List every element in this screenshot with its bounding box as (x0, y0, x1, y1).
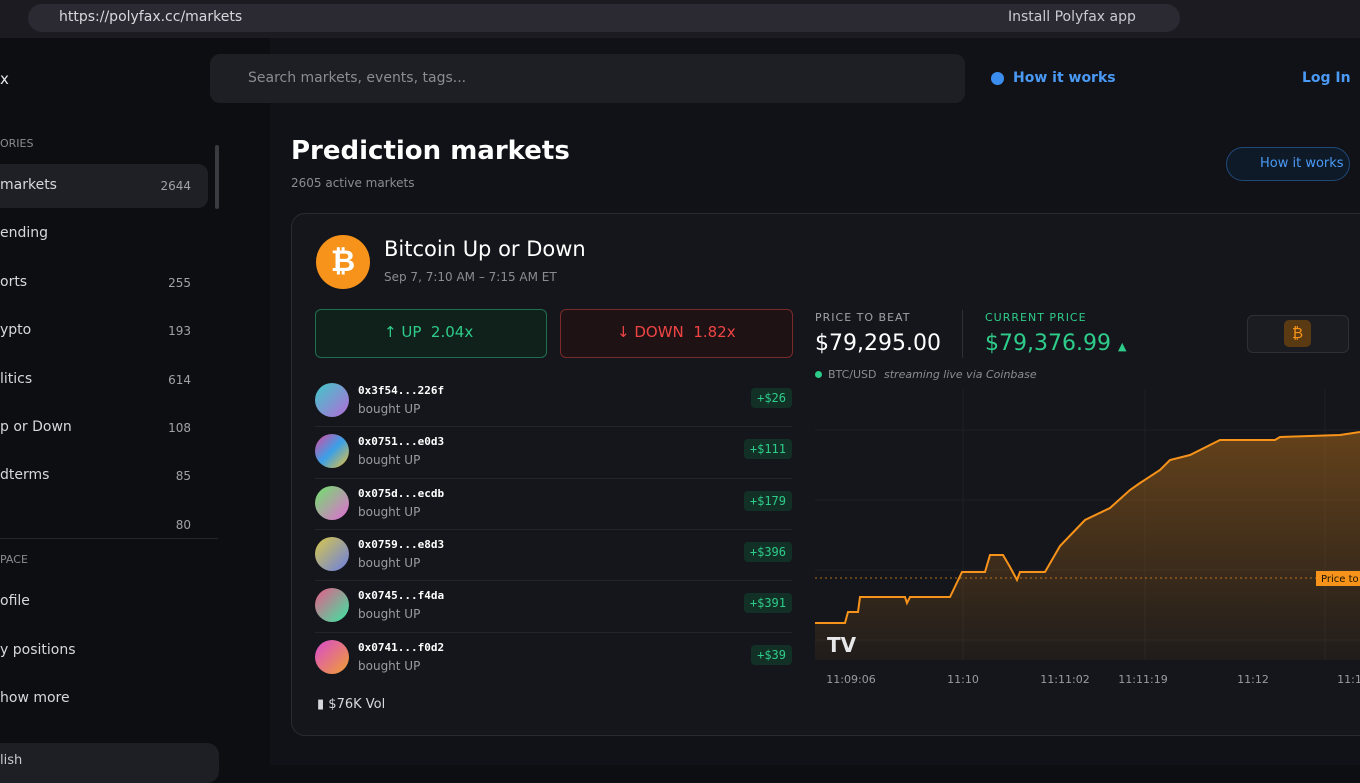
section-label: PACE (0, 553, 28, 566)
how-button-text[interactable]: How it works (1260, 156, 1344, 171)
category[interactable]: dterms (0, 467, 50, 484)
card-date: Sep 7, 7:10 AM – 7:15 AM ET (384, 270, 557, 284)
trader-address: 0x0741...f0d2 (358, 640, 445, 654)
time-label: 11:09:06 (826, 673, 875, 686)
up-odds[interactable]: 2.04x (430, 323, 474, 341)
nav-link[interactable]: how more (0, 690, 70, 706)
trader-address: 0x0745...f4da (358, 589, 445, 603)
trader-address: 0x3f54...226f (358, 384, 445, 397)
category-count: 80 (175, 517, 191, 532)
category-count: 255 (168, 275, 191, 290)
how-button[interactable] (1226, 147, 1350, 181)
row-separator (315, 528, 792, 530)
btc-icon: ₿ (316, 235, 370, 289)
category[interactable]: orts (0, 273, 28, 290)
url-bar[interactable] (28, 4, 1180, 32)
subtitle: 2605 active markets (291, 176, 415, 190)
trade-action: bought UP (358, 607, 421, 622)
active-item (0, 164, 208, 208)
search-box[interactable] (210, 54, 965, 103)
category[interactable]: ending (0, 225, 49, 242)
avatar (315, 588, 349, 623)
category-count: 85 (175, 469, 191, 484)
row-separator (315, 631, 792, 633)
live-dot (815, 371, 822, 378)
price-chart: Price to TV 11:09:06 11:10 11:11:02 11:11:1… (815, 390, 1360, 686)
category[interactable]: p or Down (0, 419, 72, 435)
nav-link[interactable]: y positions (0, 641, 76, 658)
current-label: CURRENT PRICE (985, 311, 1087, 324)
how-it-works[interactable]: How it works (1013, 70, 1116, 86)
row-separator (315, 477, 792, 479)
pair: BTC/USD (828, 368, 877, 381)
row-separator (315, 580, 792, 582)
trader-address: 0x075d...ecdb (358, 486, 445, 500)
divider (962, 310, 963, 358)
avatar (315, 383, 349, 417)
volume: $76K Vol (328, 697, 386, 712)
install-app[interactable]: Install Polyfax app (1008, 9, 1136, 25)
trade-amount: +$391 (743, 593, 792, 614)
info-icon (991, 72, 1004, 85)
trade-action: bought UP (358, 402, 421, 416)
category[interactable]: litics (0, 370, 33, 387)
beat-tag (1316, 571, 1360, 586)
scrollbar (215, 145, 219, 209)
search-placeholder[interactable]: Search markets, events, tags... (248, 70, 467, 86)
avatar (315, 639, 349, 674)
time-label: 11:10 (947, 673, 979, 686)
avatar (315, 434, 349, 469)
category[interactable]: ypto (0, 322, 32, 339)
beat-tag-text: Price to (1321, 574, 1359, 585)
row-separator (315, 426, 792, 428)
down-label[interactable]: DOWN (634, 323, 684, 341)
card-title: Bitcoin Up or Down (384, 237, 586, 261)
language-select[interactable] (0, 743, 219, 783)
avatar (315, 485, 349, 520)
current-price: $79,376.99 (985, 331, 1111, 356)
category-count: 2644 (160, 179, 191, 193)
tv-logo: TV (827, 633, 857, 657)
category[interactable]: markets (0, 177, 57, 193)
trade-amount: +$396 (743, 541, 792, 562)
category-count: 108 (168, 421, 191, 435)
language[interactable]: lish (0, 753, 23, 768)
price-line (815, 431, 1360, 624)
down-button[interactable] (560, 309, 793, 358)
time-label: 11:12 (1237, 673, 1269, 686)
url[interactable]: https://polyfax.cc/markets (59, 9, 243, 25)
avatar (315, 536, 349, 571)
trade-action: bought UP (358, 453, 421, 468)
login[interactable]: Log In (1302, 70, 1351, 86)
page-title: Prediction markets (291, 136, 570, 166)
price-area (815, 432, 1360, 660)
trade-amount: +$179 (743, 490, 792, 511)
time-label: 11:11:19 (1118, 673, 1167, 686)
beat-label: PRICE TO BEAT (815, 311, 911, 324)
trade-action: bought UP (358, 555, 421, 570)
trade-amount: +$39 (751, 644, 792, 665)
trade-action: bought UP (358, 658, 421, 673)
time-label: 11:12 (1337, 673, 1360, 686)
up-button[interactable] (315, 309, 547, 358)
toggle-btc[interactable]: ₿ (1284, 320, 1311, 347)
trader-address: 0x0751...e0d3 (358, 435, 445, 449)
separator (0, 538, 218, 539)
trade-amount: +$111 (743, 439, 792, 460)
trade-amount: +$26 (751, 388, 792, 408)
category-count: 614 (168, 372, 191, 387)
beat-price: $79,295.00 (815, 331, 941, 356)
logo: x (0, 70, 9, 88)
down-odds[interactable]: 1.82x (693, 323, 736, 341)
trade-action: bought UP (358, 504, 421, 519)
section-label: ORIES (0, 137, 34, 150)
trader-address: 0x0759...e8d3 (358, 537, 445, 551)
nav-link[interactable]: ofile (0, 593, 30, 609)
stream: streaming live via Coinbase (884, 368, 1037, 381)
time-label: 11:11:02 (1040, 673, 1089, 686)
up-label[interactable]: UP (401, 323, 422, 341)
category-count: 193 (168, 324, 191, 339)
